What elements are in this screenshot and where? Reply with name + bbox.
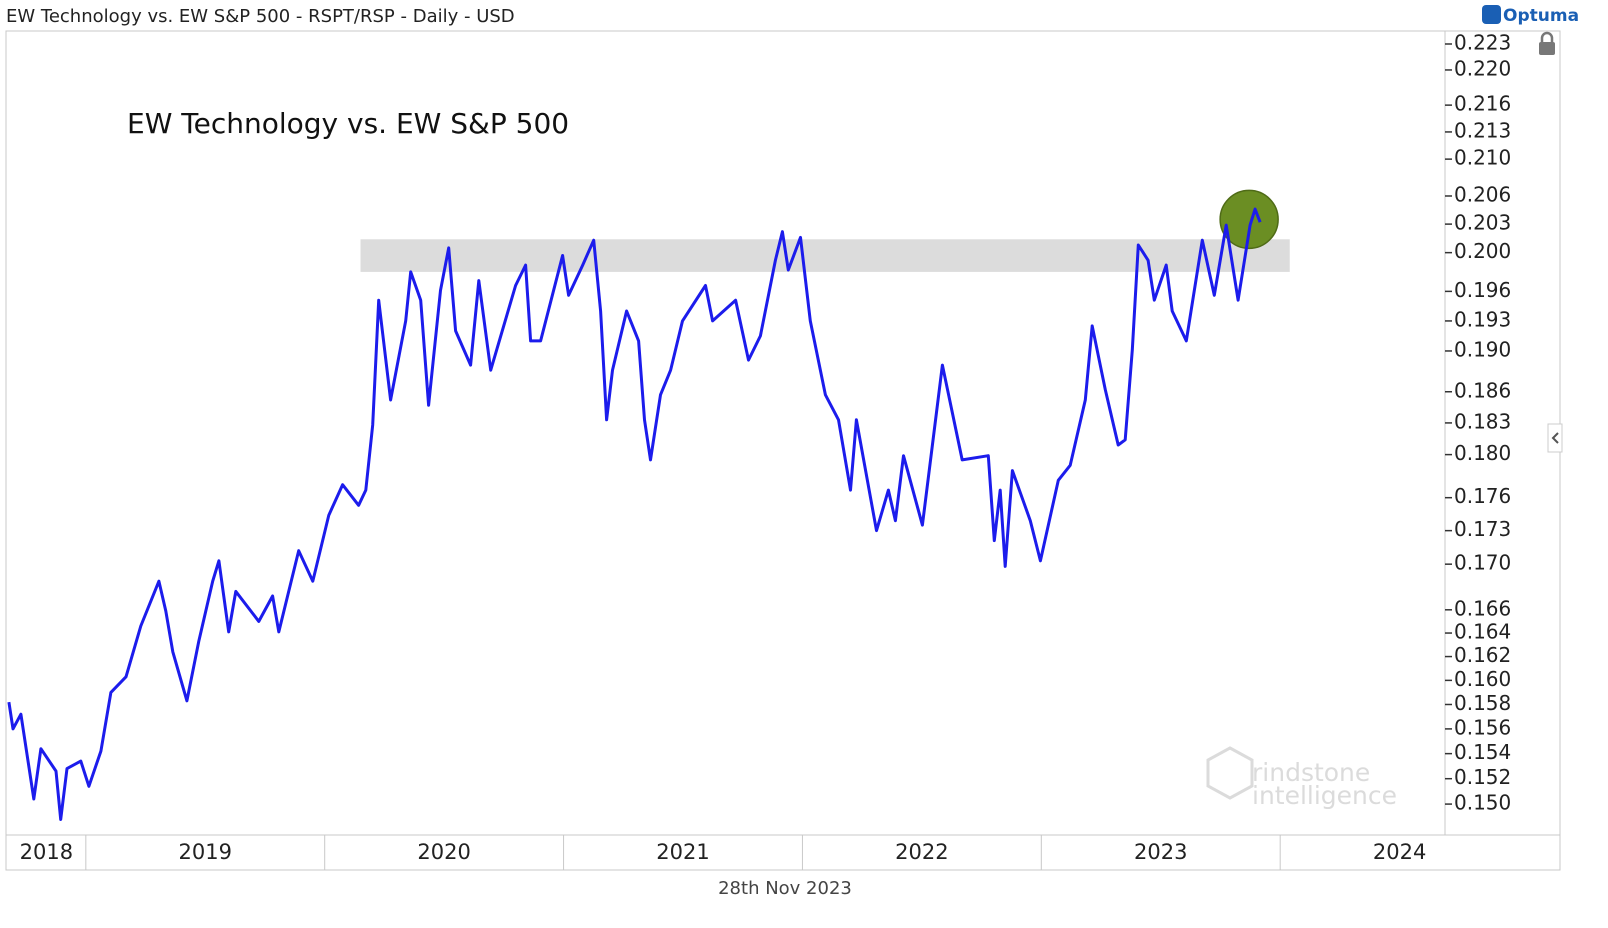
watermark-logo xyxy=(1206,746,1254,800)
y-tick-label: 0.200 xyxy=(1454,239,1511,263)
toggle-box xyxy=(1547,423,1563,453)
y-tick-label: 0.176 xyxy=(1454,484,1511,508)
y-tick-label: 0.223 xyxy=(1454,30,1511,54)
y-tick-label: 0.213 xyxy=(1454,118,1511,142)
y-tick-label: 0.160 xyxy=(1454,667,1511,691)
y-tick-label: 0.164 xyxy=(1454,620,1511,644)
y-tick-label: 0.162 xyxy=(1454,643,1511,667)
y-tick-label: 0.196 xyxy=(1454,278,1511,302)
x-tick-label: 2021 xyxy=(656,840,709,864)
watermark: rindstone intelligence xyxy=(1206,746,1397,810)
x-tick-label: 2024 xyxy=(1373,840,1426,864)
logo-icon xyxy=(1482,5,1501,24)
y-tick-label: 0.158 xyxy=(1454,691,1511,715)
y-tick-label: 0.190 xyxy=(1454,337,1511,361)
y-tick-label: 0.173 xyxy=(1454,517,1511,541)
x-tick-label: 2023 xyxy=(1134,840,1187,864)
y-tick-label: 0.156 xyxy=(1454,715,1511,739)
date-label: 28th Nov 2023 xyxy=(718,878,852,899)
lock-shackle xyxy=(1540,31,1554,42)
y-tick-label: 0.152 xyxy=(1454,765,1511,789)
lock-icon[interactable] xyxy=(1539,31,1555,55)
x-tick-label: 2019 xyxy=(179,840,232,864)
logo-text: Optuma xyxy=(1503,6,1579,26)
watermark-line-2: intelligence xyxy=(1252,781,1397,810)
price-line xyxy=(7,207,1262,821)
lock-body xyxy=(1539,42,1555,55)
x-tick-label: 2020 xyxy=(417,840,470,864)
y-tick-label: 0.150 xyxy=(1454,791,1511,815)
y-tick-label: 0.206 xyxy=(1454,182,1511,206)
x-tick-label: 2022 xyxy=(895,840,948,864)
annotation: EW Technology vs. EW S&P 500 xyxy=(127,107,569,140)
toggle-arrow xyxy=(1551,432,1559,444)
chart-title: EW Technology vs. EW S&P 500 - RSPT/RSP … xyxy=(6,6,515,27)
y-tick-label: 0.220 xyxy=(1454,56,1511,80)
watermark-line-1: rindstone xyxy=(1252,758,1370,787)
resistance-zone xyxy=(360,239,1290,272)
y-tick-label: 0.154 xyxy=(1454,740,1511,764)
x-tick-label: 2018 xyxy=(20,840,73,864)
y-tick-label: 0.180 xyxy=(1454,441,1511,465)
y-tick-label: 0.193 xyxy=(1454,307,1511,331)
y-tick-label: 0.183 xyxy=(1454,409,1511,433)
highlight-circle xyxy=(1219,189,1279,250)
y-tick-label: 0.186 xyxy=(1454,378,1511,402)
y-tick-label: 0.216 xyxy=(1454,92,1511,116)
y-tick-label: 0.203 xyxy=(1454,211,1511,235)
y-tick-label: 0.166 xyxy=(1454,596,1511,620)
y-tick-label: 0.170 xyxy=(1454,551,1511,575)
logo: Optuma xyxy=(1482,5,1579,26)
frame xyxy=(5,30,1561,871)
y-tick-label: 0.210 xyxy=(1454,146,1511,170)
collapse-toggle[interactable] xyxy=(1547,423,1563,453)
